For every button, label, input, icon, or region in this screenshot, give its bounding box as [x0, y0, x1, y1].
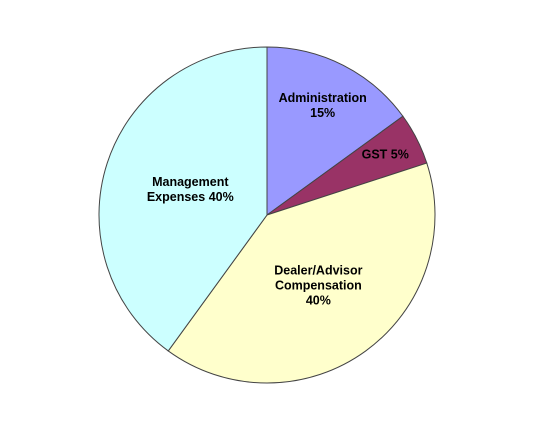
slice-label: GST 5%: [350, 147, 420, 162]
value-label: 5%: [390, 147, 409, 162]
value-label: 40%: [208, 190, 234, 205]
pie-slice: [266, 46, 404, 216]
value-label: 40%: [305, 293, 331, 308]
pie-slice: [98, 46, 268, 352]
slice-label: Management Expenses 40%: [140, 175, 240, 205]
category-name: GST: [361, 147, 388, 162]
category-name: Administration: [278, 90, 367, 105]
slice-label: Administration 15%: [275, 91, 370, 121]
slice-label: Dealer/Advisor Compensation 40%: [268, 263, 368, 308]
pie-slice: [167, 162, 436, 384]
category-name: Dealer/Advisor Compensation: [274, 263, 363, 293]
value-label: 15%: [310, 105, 336, 120]
category-name: Management Expenses: [146, 175, 229, 205]
